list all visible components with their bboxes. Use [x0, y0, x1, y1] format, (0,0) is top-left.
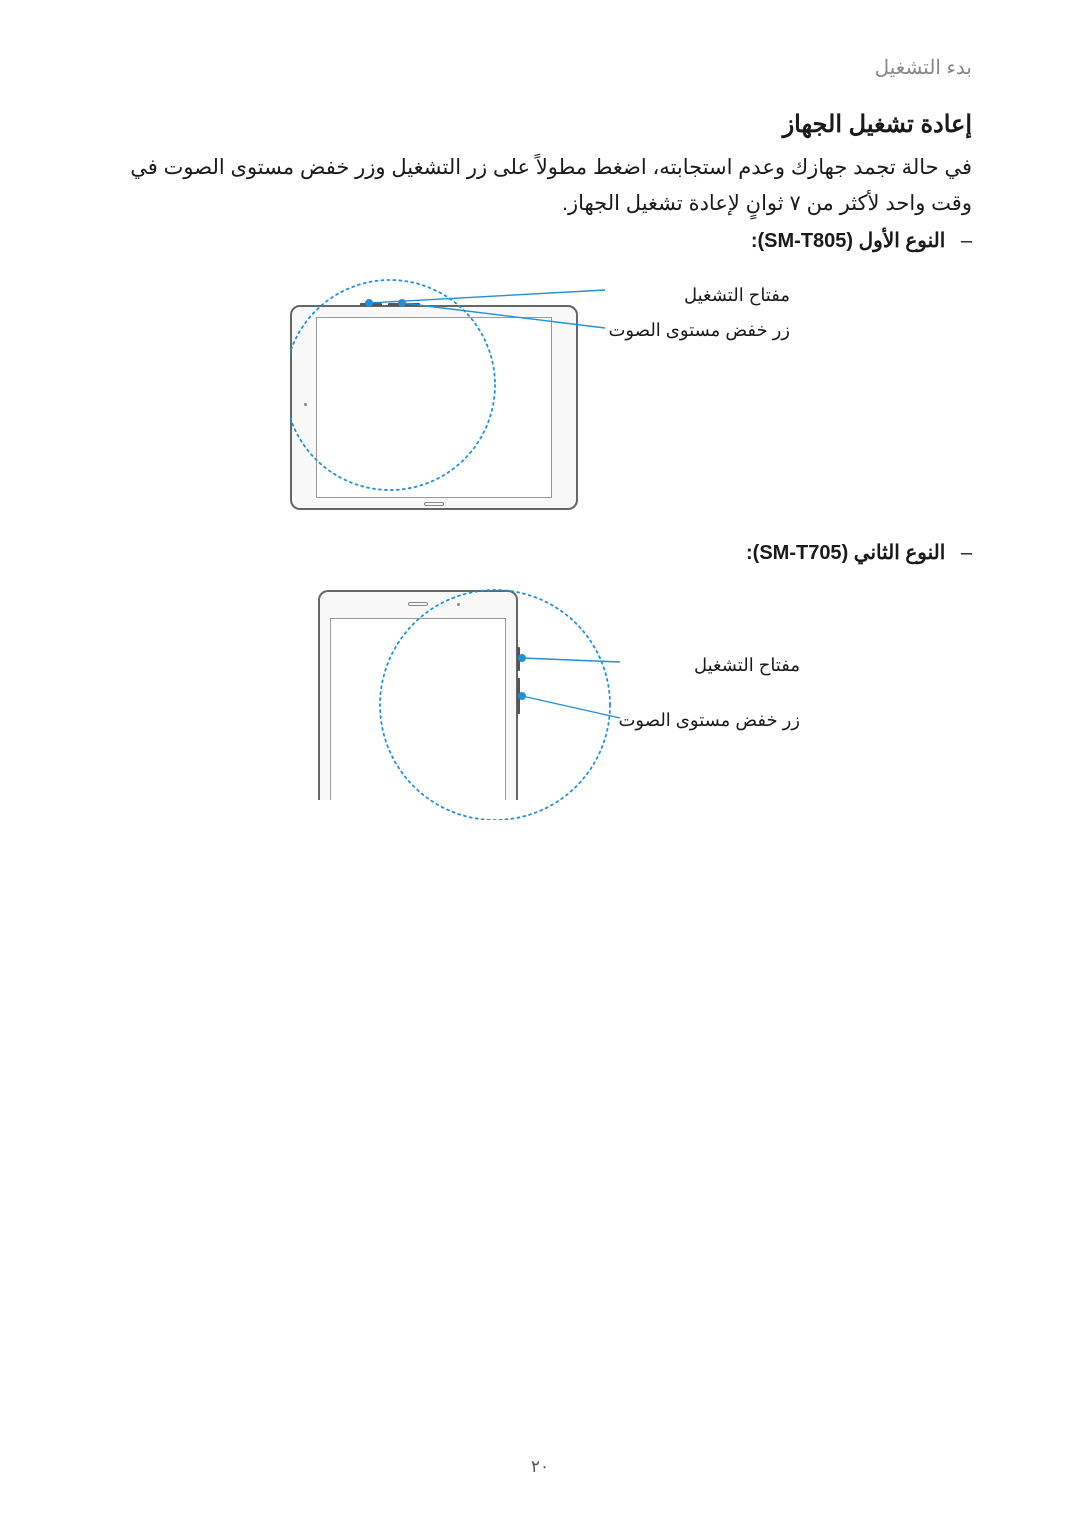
type1-heading-text: النوع الأول (SM-T805): — [751, 230, 945, 252]
type2-heading-text: النوع الثاني (SM-T705): — [746, 542, 945, 564]
body-paragraph: في حالة تجمد جهازك وعدم استجابته، اضغط م… — [108, 150, 972, 221]
home-button-icon — [408, 602, 428, 606]
volume-down-label: زر خفض مستوى الصوت — [618, 710, 800, 731]
tablet-landscape-illustration — [290, 305, 578, 510]
tablet-screen — [330, 618, 506, 800]
volume-down-button-icon — [388, 303, 420, 306]
volume-down-button-icon — [517, 678, 520, 714]
power-button-icon — [360, 303, 382, 306]
page-number: ٢٠ — [531, 1457, 549, 1477]
camera-icon — [304, 403, 307, 406]
diagram-type1: مفتاح التشغيل زر خفض مستوى الصوت — [290, 270, 790, 520]
bullet-dash: – — [961, 542, 972, 564]
section-title: إعادة تشغيل الجهاز — [783, 110, 972, 139]
tablet-portrait-illustration — [318, 590, 518, 800]
power-button-icon — [517, 647, 520, 671]
bullet-dash: – — [961, 230, 972, 252]
tablet-screen — [316, 317, 552, 498]
diagram-type2: مفتاح التشغيل زر خفض مستوى الصوت — [300, 580, 800, 810]
power-key-label: مفتاح التشغيل — [684, 285, 790, 306]
camera-icon — [457, 603, 460, 606]
volume-down-label: زر خفض مستوى الصوت — [608, 320, 790, 341]
page-header: بدء التشغيل — [875, 55, 972, 80]
type2-heading: – النوع الثاني (SM-T705): — [746, 540, 972, 565]
type1-heading: – النوع الأول (SM-T805): — [751, 228, 972, 253]
home-button-icon — [424, 502, 444, 506]
power-key-label: مفتاح التشغيل — [694, 655, 800, 676]
